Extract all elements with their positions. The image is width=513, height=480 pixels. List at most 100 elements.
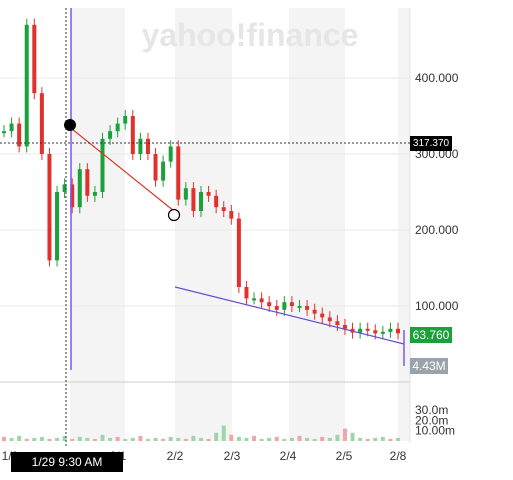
volume-bar — [229, 434, 234, 441]
x-tick-label: 2/3 — [224, 449, 241, 463]
volume-bar — [206, 438, 211, 441]
volume-bar — [274, 436, 279, 441]
volume-bar — [335, 434, 340, 441]
candle-body — [62, 184, 67, 192]
day-band-3 — [398, 8, 410, 441]
last-volume-label: 4.43M — [410, 358, 448, 374]
candle-body — [100, 138, 105, 192]
trend-line-1[interactable] — [69, 126, 175, 212]
volume-bar — [365, 438, 370, 441]
volume-bar — [17, 435, 22, 441]
volume-bar — [47, 438, 52, 441]
volume-bar — [396, 437, 400, 441]
candle-body — [115, 123, 120, 132]
trend-start-marker[interactable] — [64, 119, 76, 131]
candle-body — [55, 192, 60, 261]
candle-body — [274, 306, 279, 310]
trend-lines — [69, 126, 405, 345]
volume-bar — [115, 436, 120, 441]
candle-body — [85, 169, 90, 196]
candle-body — [153, 154, 158, 181]
candle-body — [267, 302, 272, 306]
volume-bar — [282, 438, 287, 441]
candle-body — [259, 298, 264, 303]
volume-bar — [358, 437, 363, 441]
volume-bar — [100, 434, 105, 441]
candle-body — [138, 138, 143, 154]
candle-body — [168, 146, 173, 162]
volume-bar — [373, 437, 378, 441]
x-tick-label: 2/8 — [390, 449, 407, 463]
volume-bar — [236, 436, 241, 441]
volume-bar — [176, 437, 181, 441]
candle-body — [297, 306, 302, 308]
volume-bar — [39, 436, 44, 441]
candle-body — [108, 131, 113, 139]
volume-bar — [138, 435, 143, 441]
volume-bar — [214, 432, 219, 441]
volume-bar — [252, 435, 257, 441]
candle-body — [289, 302, 294, 306]
x-tick-label: 2/2 — [167, 449, 184, 463]
price-tick-label: 400.000 — [415, 71, 459, 85]
trend-line-2[interactable] — [174, 286, 405, 345]
crosshair-time-label: 1/29 9:30 AM — [11, 452, 123, 472]
volume-tick-label: 30.0m — [415, 403, 448, 417]
candle-body — [244, 287, 249, 299]
candle-body — [199, 192, 203, 211]
volume-bar — [161, 438, 166, 441]
volume-bar — [199, 437, 203, 441]
candle-body — [32, 24, 37, 94]
day-band-0 — [70, 8, 125, 441]
volume-bar — [342, 428, 347, 441]
trend-end-marker[interactable] — [167, 208, 181, 222]
volume-bar — [130, 437, 135, 441]
candle-body — [305, 306, 310, 310]
volume-bar — [70, 438, 75, 441]
candle-body — [373, 330, 378, 334]
candle-body — [176, 146, 181, 200]
candle-body — [47, 154, 52, 261]
price-tick-label: 100.000 — [415, 299, 459, 313]
candle-body — [335, 321, 340, 325]
candle-body — [342, 325, 347, 329]
x-tick-label: 2/4 — [280, 449, 297, 463]
volume-bar — [153, 437, 158, 441]
volume-bar — [380, 436, 385, 441]
price-tick-label: 200.000 — [415, 223, 459, 237]
volume-tick-label: 20.0m — [415, 413, 448, 427]
volume-bar — [388, 438, 393, 441]
volume-bar — [55, 437, 60, 441]
volume-bar — [108, 437, 113, 441]
candle-body — [161, 161, 166, 181]
volume-bar — [24, 438, 29, 441]
day-band-1 — [175, 8, 232, 441]
candle-body — [24, 24, 29, 147]
volume-bar — [244, 437, 249, 441]
volume-bar — [259, 438, 264, 441]
volume-bars — [2, 425, 400, 441]
volume-bar — [320, 436, 325, 441]
volume-bar — [183, 438, 188, 441]
price-candles — [2, 18, 400, 340]
day-band-2 — [289, 8, 345, 441]
volume-bar — [305, 437, 310, 441]
candle-body — [252, 298, 257, 301]
volume-bar — [350, 432, 355, 441]
volume-bar — [77, 436, 82, 441]
candle-body — [17, 123, 22, 147]
volume-bar — [297, 435, 302, 441]
volume-bar — [327, 437, 332, 441]
candle-body — [39, 93, 44, 154]
candle-body — [77, 169, 82, 208]
candle-body — [221, 207, 226, 211]
candle-body — [380, 331, 385, 334]
volume-bar — [168, 436, 173, 441]
candle-body — [2, 131, 6, 134]
candle-body — [206, 192, 211, 196]
watermark: yahoo!finance — [142, 17, 359, 53]
volume-bar — [312, 438, 317, 441]
volume-bar — [123, 438, 128, 441]
candle-body — [396, 328, 400, 334]
